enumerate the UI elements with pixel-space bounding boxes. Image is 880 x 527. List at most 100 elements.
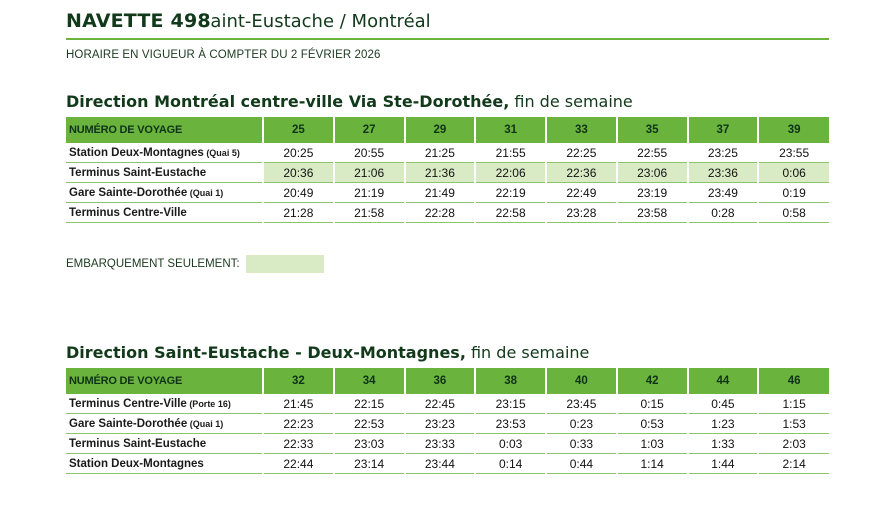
departure-time: 1:14 bbox=[615, 453, 688, 474]
stop-name-label: Station Deux-Montagnes bbox=[69, 146, 204, 159]
stop-name-label: Gare Sainte-Dorothée bbox=[69, 186, 188, 199]
departure-time: 0:15 bbox=[615, 394, 688, 414]
section-title-suffix: fin de semaine bbox=[509, 92, 633, 111]
trip-number: 25 bbox=[262, 117, 334, 143]
departure-time: 21:36 bbox=[403, 162, 476, 183]
table-row: Station Deux-Montagnes 22:44 23:14 23:44 0:1… bbox=[66, 453, 829, 474]
section-title-saint-eustache: Direction Saint-Eustache - Deux-Montagne… bbox=[66, 343, 589, 362]
trip-number: 38 bbox=[474, 368, 546, 394]
departure-time: 1:23 bbox=[686, 413, 759, 434]
effective-date: HORAIRE EN VIGUEUR À COMPTER DU 2 FÉVRIE… bbox=[66, 49, 381, 61]
stop-name-label: Station Deux-Montagnes bbox=[69, 457, 204, 470]
departure-time: 22:25 bbox=[545, 143, 617, 163]
section-title-main: Direction Montréal centre-ville Via Ste-… bbox=[66, 92, 510, 111]
departure-time: 0:06 bbox=[757, 162, 829, 183]
departure-time: 22:53 bbox=[332, 413, 405, 434]
departure-time: 2:03 bbox=[757, 433, 829, 454]
stop-name: Gare Sainte-Dorothée (Quai 1) bbox=[66, 182, 263, 203]
departure-time: 22:15 bbox=[332, 394, 405, 414]
departure-time: 22:23 bbox=[262, 413, 334, 434]
departure-time: 23:14 bbox=[332, 453, 405, 474]
trip-number-header: NUMÉRO DE VOYAGE bbox=[66, 368, 263, 394]
departure-time: 0:33 bbox=[545, 433, 617, 454]
departure-time: 23:36 bbox=[686, 162, 759, 183]
stop-name: Station Deux-Montagnes bbox=[66, 453, 263, 474]
schedule-table-montreal: NUMÉRO DE VOYAGE 25 27 29 31 33 35 37 39 Station… bbox=[66, 117, 829, 223]
departure-time: 23:58 bbox=[615, 202, 688, 223]
departure-time: 22:28 bbox=[403, 202, 476, 223]
departure-time: 21:25 bbox=[403, 143, 476, 163]
trip-number: 29 bbox=[403, 117, 476, 143]
table-row: Terminus Centre-Ville 21:28 21:58 22:28 22:5… bbox=[66, 202, 829, 223]
departure-time: 22:36 bbox=[545, 162, 617, 183]
trip-number-header: NUMÉRO DE VOYAGE bbox=[66, 117, 263, 143]
departure-time: 22:33 bbox=[262, 433, 334, 454]
departure-time: 0:03 bbox=[474, 433, 546, 454]
departure-time: 23:03 bbox=[332, 433, 405, 454]
stop-name-label: Terminus Centre-Ville bbox=[69, 206, 187, 219]
departure-time: 23:19 bbox=[615, 182, 688, 203]
departure-time: 23:45 bbox=[545, 394, 617, 414]
stop-note: (Quai 1) bbox=[187, 187, 224, 198]
departure-time: 22:06 bbox=[474, 162, 546, 183]
departure-time: 23:25 bbox=[686, 143, 759, 163]
departure-time: 21:45 bbox=[262, 394, 334, 414]
table-row: Gare Sainte-Dorothée (Quai 1) 22:23 22:53 2… bbox=[66, 413, 829, 434]
table-row: Gare Sainte-Dorothée (Quai 1) 20:49 21:19 2… bbox=[66, 182, 829, 203]
departure-time: 20:36 bbox=[262, 162, 334, 183]
stop-note: (Quai 5) bbox=[203, 147, 240, 158]
trip-number: 36 bbox=[403, 368, 476, 394]
departure-time: 22:58 bbox=[474, 202, 546, 223]
section-title-main: Direction Saint-Eustache - Deux-Montagne… bbox=[66, 343, 466, 362]
departure-time: 21:55 bbox=[474, 143, 546, 163]
table-row: Terminus Centre-Ville (Porte 16) 21:45 22:… bbox=[66, 394, 829, 414]
trip-number: 42 bbox=[615, 368, 688, 394]
departure-time: 1:03 bbox=[615, 433, 688, 454]
departure-time: 23:15 bbox=[474, 394, 546, 414]
departure-time: 22:19 bbox=[474, 182, 546, 203]
departure-time: 22:55 bbox=[615, 143, 688, 163]
stop-note: (Porte 16) bbox=[186, 398, 231, 409]
departure-time: 1:44 bbox=[686, 453, 759, 474]
table-row: Terminus Saint-Eustache 20:36 21:06 21:36 22… bbox=[66, 162, 829, 183]
departure-time: 20:25 bbox=[262, 143, 334, 163]
departure-time: 23:06 bbox=[615, 162, 688, 183]
trip-number: 40 bbox=[545, 368, 617, 394]
departure-time: 20:55 bbox=[332, 143, 405, 163]
departure-time: 22:45 bbox=[403, 394, 476, 414]
departure-time: 1:53 bbox=[757, 413, 829, 434]
trip-number: 27 bbox=[332, 117, 405, 143]
departure-time: 21:28 bbox=[262, 202, 334, 223]
departure-time: 20:49 bbox=[262, 182, 334, 203]
departure-time: 22:44 bbox=[262, 453, 334, 474]
departure-time: 23:55 bbox=[757, 143, 829, 163]
stop-name: Terminus Saint-Eustache bbox=[66, 162, 263, 183]
stop-name-label: Terminus Saint-Eustache bbox=[69, 166, 207, 179]
departure-time: 0:19 bbox=[757, 182, 829, 203]
departure-time: 22:49 bbox=[545, 182, 617, 203]
stop-name: Terminus Centre-Ville (Porte 16) bbox=[66, 394, 263, 414]
stop-name-label: Gare Sainte-Dorothée bbox=[69, 417, 188, 430]
stop-note: (Quai 1) bbox=[187, 418, 224, 429]
departure-time: 21:06 bbox=[332, 162, 405, 183]
stop-name: Terminus Centre-Ville bbox=[66, 202, 263, 223]
departure-time: 0:58 bbox=[757, 202, 829, 223]
header-row: NUMÉRO DE VOYAGE 25 27 29 31 33 35 37 39 bbox=[66, 117, 829, 143]
departure-time: 0:45 bbox=[686, 394, 759, 414]
departure-time: 0:23 bbox=[545, 413, 617, 434]
departure-time: 1:33 bbox=[686, 433, 759, 454]
legend-swatch bbox=[245, 255, 324, 273]
departure-time: 23:49 bbox=[686, 182, 759, 203]
stop-name-label: Terminus Centre-Ville bbox=[69, 397, 187, 410]
header-row: NUMÉRO DE VOYAGE 32 34 36 38 40 42 44 46 bbox=[66, 368, 829, 394]
departure-time: 23:53 bbox=[474, 413, 546, 434]
departure-time: 23:28 bbox=[545, 202, 617, 223]
stop-name-label: Terminus Saint-Eustache bbox=[69, 437, 207, 450]
table-row: Station Deux-Montagnes (Quai 5) 20:25 20:5… bbox=[66, 143, 829, 163]
stop-name: Gare Sainte-Dorothée (Quai 1) bbox=[66, 413, 263, 434]
trip-number: 31 bbox=[474, 117, 546, 143]
route-name: Saint-Eustache / Montréal bbox=[199, 11, 431, 32]
trip-number: 39 bbox=[757, 117, 829, 143]
departure-time: 0:44 bbox=[545, 453, 617, 474]
section-title-suffix: fin de semaine bbox=[465, 343, 590, 362]
